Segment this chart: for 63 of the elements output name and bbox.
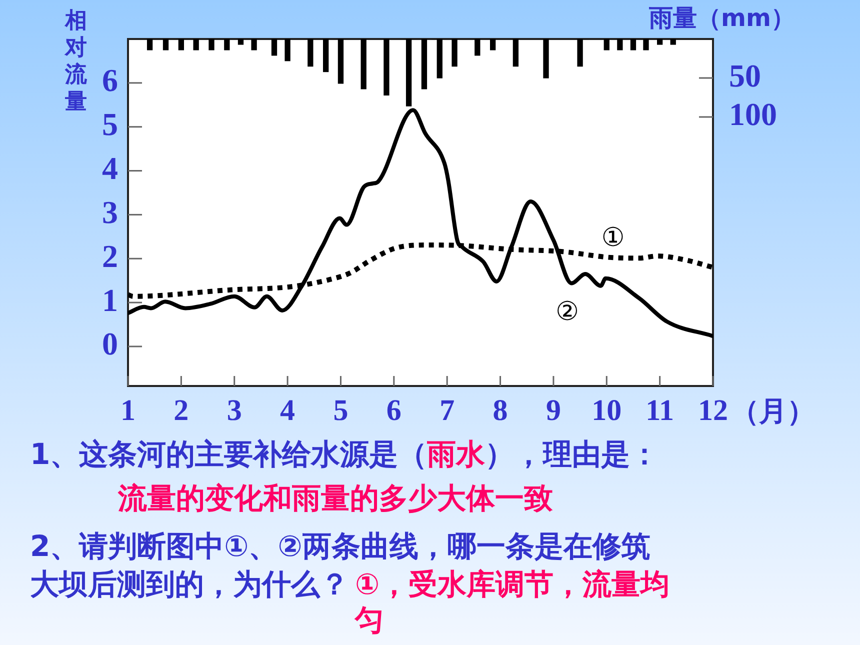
y-tick-label: 6 [102,62,118,98]
bar [452,39,458,67]
x-tick-label: 11 [646,394,674,427]
series-label: ② [556,296,579,327]
x-tick-label: 8 [492,394,508,427]
text: 2、请判断图中①、②两条曲线，哪一条是在修筑 [30,529,650,563]
bar [656,39,663,45]
bar [617,39,623,50]
y2-tick-label: 50 [729,57,761,94]
bar [577,39,583,67]
y2-tick-label: 100 [729,96,777,132]
text: 流量的变化和雨量的多少大体一致 [118,481,553,515]
bar [630,39,636,50]
bar [208,39,214,50]
y-tick-label: 2 [102,238,118,274]
x-tick-label: 9 [546,394,561,427]
bar [284,39,290,62]
y-tick-label: 0 [102,326,118,362]
bar [384,39,390,96]
x-tick-label: 4 [280,394,296,427]
y-tick-label: 1 [102,282,118,318]
y2-axis-title: 雨量（mm） [648,4,795,32]
bar [360,39,366,90]
y-axis-title: 相对流量 [64,8,88,115]
bar [308,39,314,67]
bar [162,39,169,50]
x-tick-label: 5 [333,394,348,427]
bar [193,39,199,50]
bar [323,39,329,72]
x-tick-label: 10 [592,394,622,427]
bar [406,39,412,106]
x-tick-label: 7 [440,394,455,427]
bar [604,39,610,50]
line-series [128,108,713,338]
text: 1、这条河的主要补给水源是（ [30,437,428,471]
series-label: ① [601,223,625,254]
x-tick-label: 2 [174,394,189,427]
bar [178,39,184,50]
x-tick-label: 12 [698,394,728,427]
bar [271,39,278,56]
bar [670,39,676,45]
y-tick-label: 4 [102,150,118,186]
bar [643,39,649,50]
bar [490,39,496,50]
y-tick-label: 3 [102,194,118,230]
text: 雨水 [427,437,486,471]
x-tick-label: 3 [226,394,242,427]
bar [146,39,153,50]
bar [512,39,519,67]
bar [543,39,549,78]
x-tick-label: 6 [386,394,402,427]
bar [338,39,344,84]
bar [436,39,442,78]
bar [421,39,428,90]
text: ①，受水库调节，流量均匀 [355,566,671,638]
bar [238,39,244,45]
bar [474,39,480,56]
bar [251,39,257,50]
x-axis-title: （月） [731,394,815,428]
y-tick-label: 5 [102,106,118,142]
text: 大坝后测到的，为什么？ [30,567,349,601]
text: ），理由是： [485,437,660,471]
bar [224,39,230,50]
